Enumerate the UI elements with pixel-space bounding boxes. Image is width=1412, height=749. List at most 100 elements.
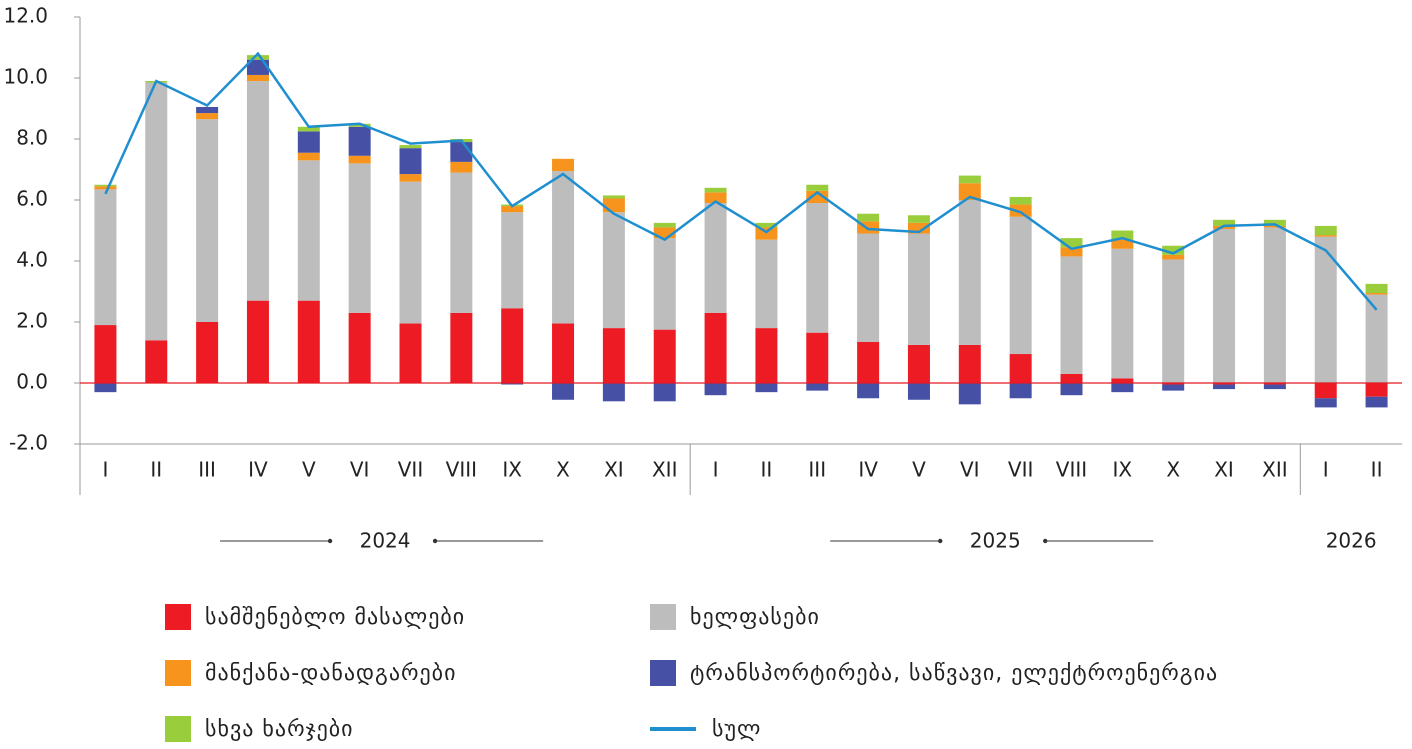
bar [653,329,676,383]
bar [958,344,981,383]
legend-label: ტრანსპორტირება, საწვავი, ელექტროენერგია [690,661,1218,686]
bar [907,222,930,234]
bar [1060,373,1083,383]
x-tick-label: III [198,458,216,482]
bar [1213,219,1236,226]
bar [806,332,829,383]
bar [348,163,371,313]
x-tick-label: IX [1113,458,1133,482]
legend-swatch [650,660,676,686]
legend-label: მანქანა-დანადგარები [205,661,456,686]
bar [653,227,676,239]
bar [857,213,880,222]
x-tick-label: VIII [446,458,477,482]
bar [1365,283,1388,294]
bar [297,160,320,301]
bar [297,131,320,153]
bar [1162,245,1185,255]
x-tick-label: I [102,458,108,482]
bar [246,74,269,82]
bar [857,341,880,383]
bar [246,300,269,383]
bar [501,206,524,213]
bar [246,55,269,60]
bar [1111,239,1134,249]
bar [1314,235,1337,237]
bar [450,312,473,383]
bar [704,312,727,383]
legend-swatch [165,604,191,630]
group-dot [1043,538,1048,544]
group-label: 2025 [970,529,1021,553]
bar [958,183,981,200]
bar [399,174,422,182]
x-tick-label: V [912,458,926,482]
bar [1060,238,1083,248]
bar [907,233,930,345]
bar [399,148,422,175]
bar [196,322,219,383]
bar [1314,225,1337,236]
bar [348,123,371,127]
bar [907,344,930,383]
bar [1060,383,1083,396]
x-tick-label: XI [1214,458,1234,482]
y-tick-label: 4.0 [16,248,48,272]
legend-label: სულ [712,717,761,742]
bar [297,152,320,161]
bar [1162,254,1185,260]
bar [1060,256,1083,374]
bar [1263,384,1286,390]
legend-label: სხვა ხარჯები [205,717,354,742]
bar [1365,383,1388,397]
bar [704,192,727,204]
x-tick-label: IV [248,458,268,482]
y-tick-label: 6.0 [16,187,48,211]
bar [1162,259,1185,383]
bar [1009,354,1032,383]
bar [1213,384,1236,390]
bar [1111,248,1134,379]
bar [196,113,219,120]
y-tick-label: 10.0 [3,65,48,89]
bar [196,119,219,322]
group-dot [432,538,438,544]
x-tick-label: I [713,458,719,482]
bar [653,383,676,402]
x-tick-label: II [150,458,162,482]
bar [602,198,625,213]
x-tick-label: VI [960,458,980,482]
x-tick-label: IV [858,458,878,482]
bar [552,323,575,383]
bar [653,238,676,330]
bar [1009,383,1032,399]
bar [958,175,981,184]
bar [196,106,219,114]
x-tick-label: V [302,458,316,482]
bar [94,383,117,393]
bar [1365,396,1388,408]
bar [1314,236,1337,383]
legend-swatch [650,604,676,630]
x-tick-label: VI [350,458,370,482]
legend-swatch [165,716,191,742]
bar [1314,383,1337,399]
group-dot [327,538,333,544]
bar [1162,384,1185,391]
bar [857,383,880,399]
x-tick-label: XII [652,458,678,482]
bar [145,82,168,341]
bar [297,300,320,383]
group-label: 2026 [1326,529,1377,553]
bar [907,215,930,223]
bar [653,222,676,228]
bar [806,184,829,191]
bar [1365,294,1388,383]
bar [501,212,524,309]
bar [704,383,727,396]
bar [1111,230,1134,240]
bar [450,172,473,313]
x-tick-label: XI [604,458,624,482]
y-tick-label: 8.0 [16,126,48,150]
